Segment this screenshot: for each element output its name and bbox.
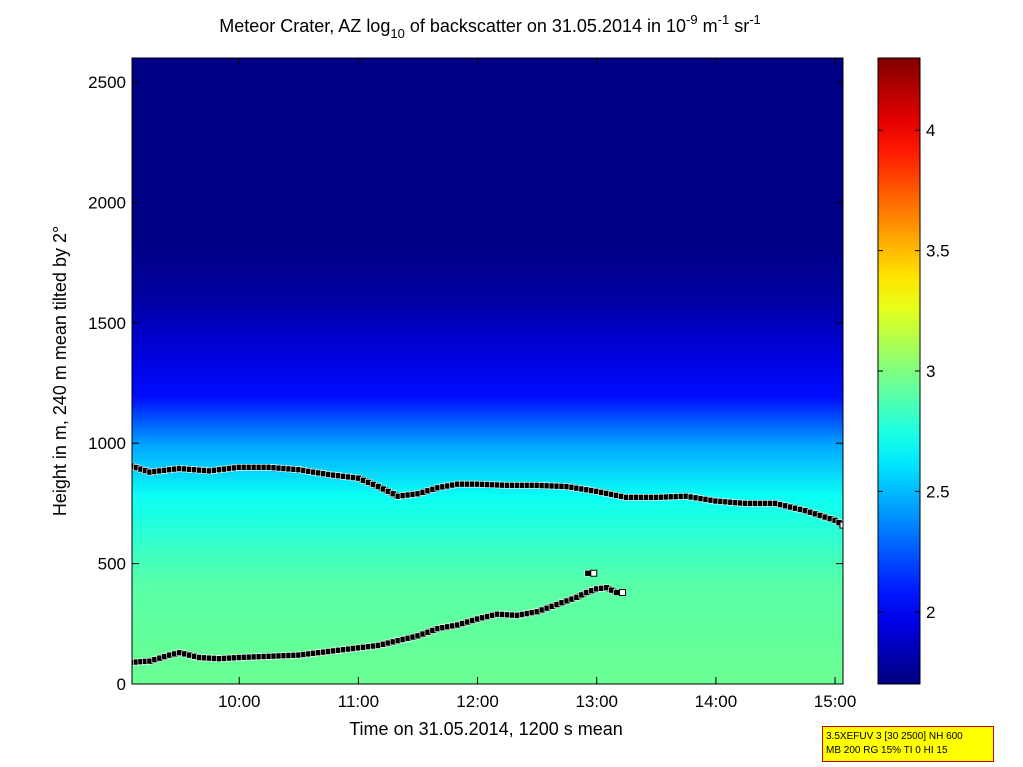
backscatter-field (132, 58, 843, 684)
x-tick-label: 14:00 (695, 692, 738, 711)
x-tick-label: 15:00 (814, 692, 857, 711)
y-tick-label: 2500 (88, 73, 126, 92)
x-tick-label: 11:00 (338, 692, 379, 711)
layer-marker (619, 589, 627, 597)
colorbar-tick-label: 3 (926, 362, 935, 381)
chart-title: Meteor Crater, AZ log10 of backscatter o… (219, 8, 761, 42)
layer-marker (584, 569, 592, 577)
colorbar-tick-label: 3.5 (926, 242, 950, 261)
layer-marker (839, 521, 843, 529)
colorbar-tick-label: 2 (926, 603, 935, 622)
colorbar-ticks: 2 2.5 3 3.5 4 (878, 121, 950, 622)
y-tick-label: 500 (98, 555, 126, 574)
x-axis-label: Time on 31.05.2014, 1200 s mean (349, 719, 623, 739)
parameter-line-2: MB 200 RG 15% TI 0 HI 15 (826, 745, 948, 756)
layer-marker (613, 589, 620, 596)
y-tick-label: 1500 (88, 314, 126, 333)
x-tick-label: 13:00 (575, 692, 618, 711)
x-tick-label: 10:00 (218, 692, 261, 711)
x-axis: 10:00 11:00 12:00 13:00 14:00 15:00 (218, 58, 856, 711)
y-tick-label: 2000 (88, 193, 126, 212)
parameter-line-1: 3.5XEFUV 3 [30 2500] NH 600 (826, 731, 963, 742)
colorbar (877, 57, 921, 685)
colorbar-tick-label: 4 (926, 121, 935, 140)
y-axis-label: Height in m, 240 m mean tilted by 2° (50, 226, 70, 516)
parameter-annotation: 3.5XEFUV 3 [30 2500] NH 600 MB 200 RG 15… (822, 726, 994, 762)
x-tick-label: 12:00 (456, 692, 499, 711)
layer-marker (590, 569, 598, 577)
y-tick-label: 1000 (88, 434, 126, 453)
plot-area (132, 58, 843, 684)
plot-frame (131, 57, 844, 685)
colorbar-tick-label: 2.5 (926, 482, 950, 501)
y-tick-label: 0 (117, 675, 126, 694)
y-axis: 0 500 1000 1500 2000 2500 (88, 73, 843, 694)
